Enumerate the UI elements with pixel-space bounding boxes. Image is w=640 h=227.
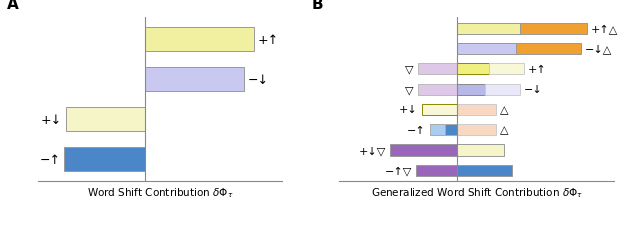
- Text: −↑: −↑: [407, 125, 426, 135]
- Bar: [516, 44, 581, 55]
- Bar: [429, 125, 445, 136]
- Bar: [64, 148, 145, 172]
- Text: −↓: −↓: [524, 85, 543, 95]
- Bar: [145, 28, 254, 52]
- Bar: [520, 24, 587, 35]
- Bar: [457, 125, 497, 136]
- Text: +↑: +↑: [528, 65, 547, 75]
- Bar: [457, 145, 504, 156]
- Bar: [418, 64, 457, 75]
- Text: ▽: ▽: [405, 65, 414, 75]
- Text: −↓: −↓: [248, 74, 268, 86]
- Bar: [145, 68, 244, 92]
- Text: ▽: ▽: [405, 85, 414, 95]
- Text: +↓: +↓: [41, 113, 62, 126]
- Bar: [445, 125, 457, 136]
- Text: A: A: [7, 0, 19, 12]
- Text: △: △: [500, 105, 509, 115]
- Bar: [484, 84, 520, 95]
- Bar: [457, 84, 484, 95]
- Bar: [457, 165, 512, 176]
- Bar: [457, 24, 520, 35]
- Bar: [457, 104, 497, 116]
- Text: −↓△: −↓△: [585, 44, 612, 54]
- Text: −↑▽: −↑▽: [385, 165, 412, 175]
- Text: +↓▽: +↓▽: [359, 145, 387, 155]
- Text: −↑: −↑: [40, 153, 60, 166]
- Bar: [66, 108, 145, 132]
- Bar: [416, 165, 457, 176]
- Text: +↑△: +↑△: [591, 24, 618, 34]
- Bar: [488, 64, 524, 75]
- Text: +↑: +↑: [258, 34, 279, 47]
- Text: B: B: [312, 0, 323, 12]
- X-axis label: Generalized Word Shift Contribution $\delta\Phi_\tau$: Generalized Word Shift Contribution $\de…: [371, 186, 583, 200]
- Bar: [422, 104, 457, 116]
- Text: +↓: +↓: [399, 105, 418, 115]
- Bar: [457, 64, 488, 75]
- Bar: [457, 44, 516, 55]
- Bar: [418, 84, 457, 95]
- Bar: [390, 145, 457, 156]
- X-axis label: Word Shift Contribution $\delta\Phi_\tau$: Word Shift Contribution $\delta\Phi_\tau…: [87, 186, 233, 200]
- Text: △: △: [500, 125, 509, 135]
